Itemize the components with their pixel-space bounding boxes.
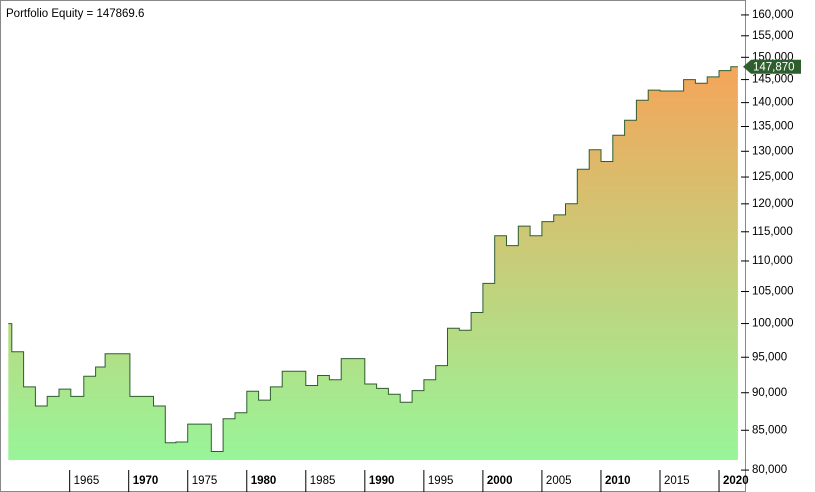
x-tick-label: 1965 <box>74 475 100 487</box>
x-tick-label: 2020 <box>723 475 749 487</box>
y-tick-label: 160,000 <box>752 9 794 21</box>
last-value-label: 147,870 <box>753 62 795 74</box>
x-tick-label: 2005 <box>546 475 572 487</box>
x-tick-label: 1995 <box>428 475 454 487</box>
y-tick-label: 105,000 <box>752 286 794 298</box>
y-tick-label: 155,000 <box>752 30 794 42</box>
x-tick-label: 1985 <box>310 475 336 487</box>
y-tick-label: 130,000 <box>752 145 794 157</box>
y-tick-label: 85,000 <box>752 424 787 436</box>
equity-line <box>8 66 738 452</box>
y-tick-label: 125,000 <box>752 171 794 183</box>
y-tick-label: 135,000 <box>752 121 794 133</box>
y-tick-label: 115,000 <box>752 226 793 238</box>
x-tick-label: 1975 <box>192 475 218 487</box>
y-tick-label: 100,000 <box>752 318 794 330</box>
y-tick-label: 145,000 <box>752 74 794 86</box>
last-value-badge <box>743 59 801 74</box>
y-tick-label: 95,000 <box>752 351 787 363</box>
x-tick-label: 1980 <box>251 475 277 487</box>
chart-title: Portfolio Equity = 147869.6 <box>6 8 144 20</box>
y-tick-label: 90,000 <box>752 387 787 399</box>
x-tick-label: 1990 <box>369 475 395 487</box>
x-tick-label: 1970 <box>133 475 159 487</box>
x-tick-label: 2000 <box>487 475 513 487</box>
x-tick-label: 2010 <box>605 475 631 487</box>
y-tick-label: 140,000 <box>752 97 794 109</box>
y-tick-label: 120,000 <box>752 198 794 210</box>
equity-area <box>8 66 738 460</box>
x-tick-label: 2015 <box>664 475 690 487</box>
y-tick-label: 110,000 <box>752 255 793 267</box>
y-tick-label: 80,000 <box>752 464 787 476</box>
